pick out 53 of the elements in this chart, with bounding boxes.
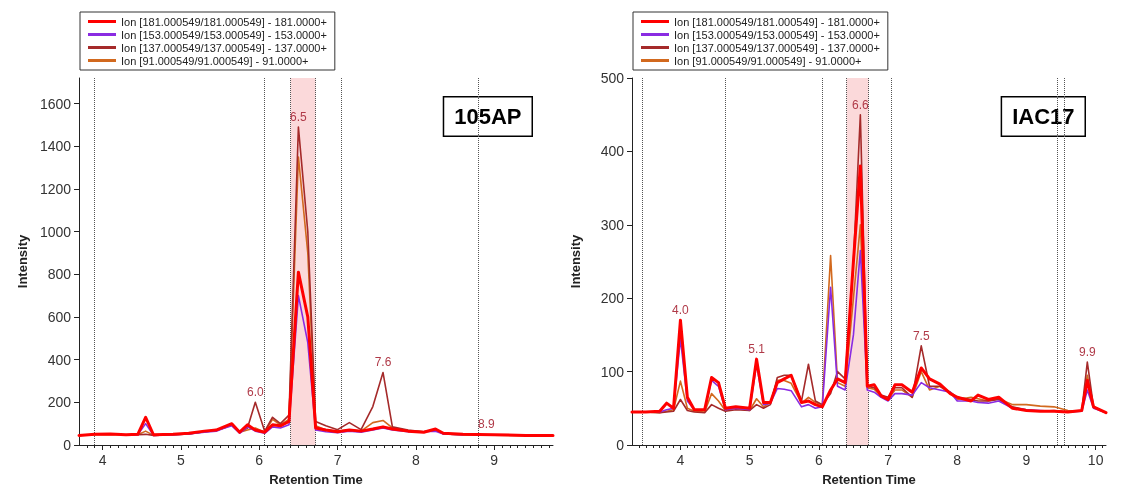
y-tick-label: 600: [47, 308, 72, 325]
y-tick-label: 100: [600, 363, 625, 380]
line-series: [630, 164, 1108, 415]
legend-label: Ion [153.000549/153.000549] - 153.0000+: [121, 28, 327, 41]
legend-label: Ion [153.000549/153.000549] - 153.0000+: [674, 28, 880, 41]
y-tick-label: 1200: [39, 180, 72, 197]
annotation: 105AP: [454, 104, 522, 129]
y-tick-label: 800: [47, 266, 72, 283]
legend-label: Ion [91.000549/91.000549] - 91.0000+: [121, 54, 309, 67]
y-tick-label: 1600: [39, 95, 72, 112]
y-tick-label: 500: [600, 70, 625, 86]
x-tick-label: 8: [412, 452, 421, 468]
x-tick-label: 6: [814, 452, 823, 468]
annotation: IAC17: [1012, 104, 1075, 129]
x-tick-label: 5: [745, 452, 754, 468]
annotation: 9.9: [1078, 345, 1096, 360]
annotation: 6.6: [852, 97, 870, 112]
y-tick-label: 200: [600, 290, 625, 307]
y-tick-label: 1400: [39, 138, 72, 155]
x-tick-label: 6: [255, 452, 264, 468]
annotation: 8.9: [478, 417, 496, 432]
y-tick-label: 0: [63, 437, 72, 453]
annotation: 5.1: [748, 342, 766, 357]
x-tick-label: 7: [884, 452, 893, 468]
x-tick-label: 9: [1022, 452, 1031, 468]
annotation: 4.0: [672, 303, 690, 318]
legend-label: Ion [137.000549/137.000549] - 137.0000+: [674, 41, 880, 54]
legend-label: Ion [137.000549/137.000549] - 137.0000+: [121, 41, 327, 54]
y-tick-label: 200: [47, 394, 72, 411]
x-tick-label: 8: [953, 452, 962, 468]
y-tick-label: 0: [616, 437, 625, 453]
annotation: 6.0: [246, 385, 264, 400]
legend-label: Ion [91.000549/91.000549] - 91.0000+: [674, 54, 862, 67]
y-tick-label: 400: [47, 351, 72, 368]
annotation: 7.5: [912, 328, 930, 343]
x-tick-label: 10: [1087, 452, 1104, 468]
x-tick-label: 9: [490, 452, 499, 468]
x-tick-label: 4: [98, 452, 107, 468]
annotation: 6.5: [290, 110, 308, 125]
legend-label: Ion [181.000549/181.000549] - 181.0000+: [121, 15, 327, 28]
x-axis-title: Retention Time: [269, 472, 363, 487]
annotation: 7.6: [374, 355, 392, 370]
line-series: [77, 270, 555, 437]
x-tick-label: 7: [333, 452, 342, 468]
y-axis-title: Intensity: [568, 234, 583, 289]
y-tick-label: 300: [600, 216, 625, 233]
legend-label: Ion [181.000549/181.000549] - 181.0000+: [674, 15, 880, 28]
x-axis-title: Retention Time: [822, 472, 916, 487]
x-tick-label: 5: [176, 452, 185, 468]
y-tick-label: 1000: [39, 223, 72, 240]
y-axis-title: Intensity: [15, 234, 30, 289]
y-tick-label: 400: [600, 143, 625, 160]
x-tick-label: 4: [676, 452, 685, 468]
